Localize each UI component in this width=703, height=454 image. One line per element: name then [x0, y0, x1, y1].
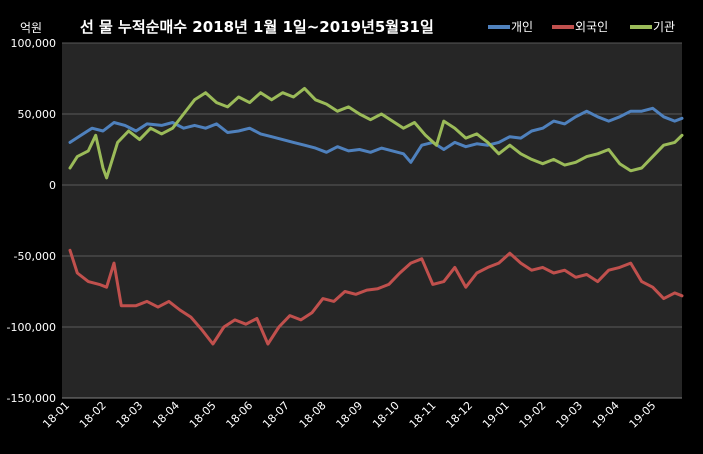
y-tick-label: -50,000: [14, 250, 56, 263]
x-tick-label: 18-02: [77, 399, 109, 431]
x-axis: 18-01 18-02 18-03 18-04 18-05 18-06 18-07 18-08…: [40, 397, 682, 431]
x-tick-label: 18-08: [297, 399, 329, 431]
x-tick-label: 18-04: [150, 399, 182, 431]
y-tick-label: -100,000: [7, 321, 56, 334]
x-tick-label: 18-03: [114, 399, 146, 431]
y-axis: 100,000 50,000 0 -50,000 -100,000 -150,000: [7, 37, 56, 405]
x-tick-label: 18-12: [443, 399, 475, 431]
chart-title: 선 물 누적순매수 2018년 1월 1일~2019년5월31일: [80, 18, 434, 36]
legend-label-0: 개인: [511, 20, 533, 34]
y-tick-label: 0: [49, 179, 56, 192]
legend-label-1: 외국인: [575, 20, 608, 34]
unit-label: 억원: [20, 21, 42, 35]
series-line-1: [68, 248, 684, 346]
x-tick-label: 18-09: [333, 399, 365, 431]
x-tick-label: 19-05: [627, 399, 659, 431]
x-tick-label: 18-07: [260, 399, 292, 431]
x-tick-label: 18-05: [187, 399, 219, 431]
legend: 개인 외국인 기관: [488, 20, 675, 34]
series-lines: [68, 86, 684, 346]
x-tick-label: 19-03: [553, 399, 585, 431]
series-line-2: [68, 86, 684, 180]
y-tick-label: 50,000: [18, 108, 57, 121]
x-tick-label: 19-04: [590, 399, 622, 431]
x-tick-label: 19-01: [480, 399, 512, 431]
plot-area: [62, 43, 682, 398]
y-tick-label: -150,000: [7, 392, 56, 405]
x-tick-label: 19-02: [517, 399, 549, 431]
x-tick-label: 18-10: [370, 399, 402, 431]
x-tick-label: 18-11: [407, 399, 439, 431]
legend-label-2: 기관: [653, 20, 675, 34]
y-tick-label: 100,000: [11, 37, 57, 50]
x-tick-label: 18-06: [224, 399, 256, 431]
